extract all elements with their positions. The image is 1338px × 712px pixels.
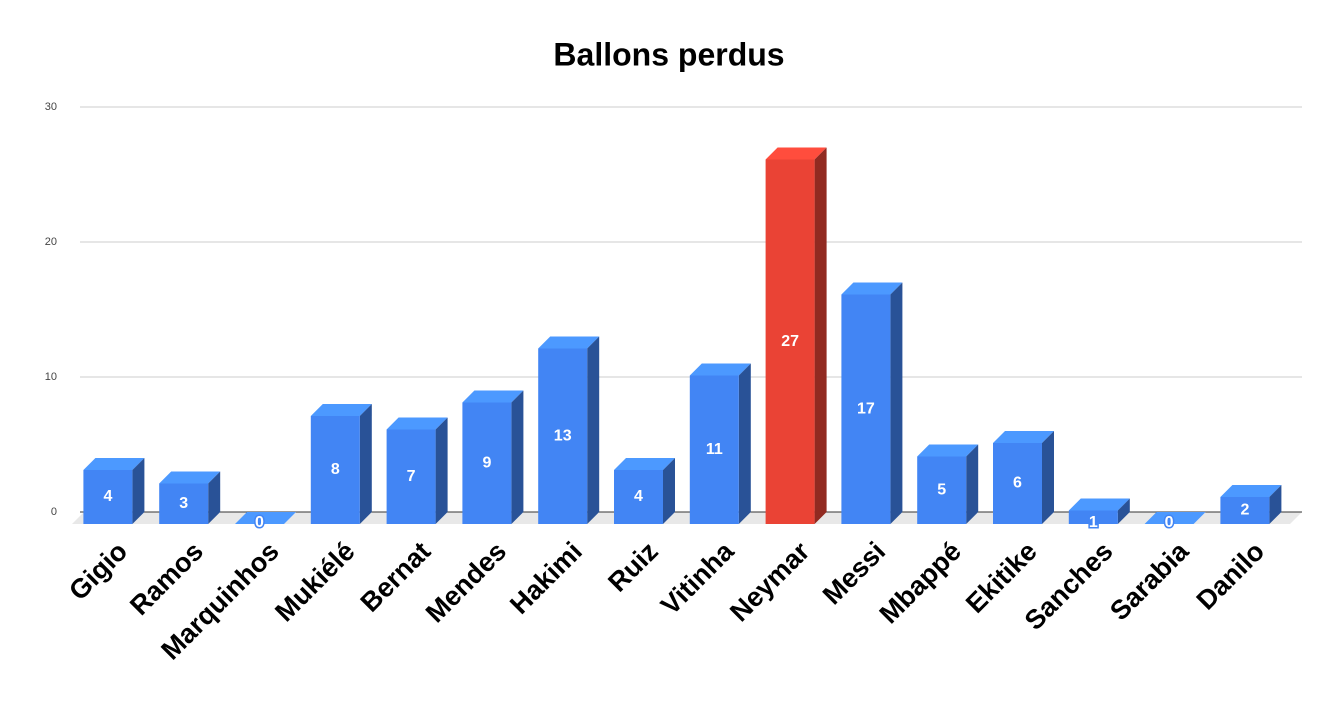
bar-side bbox=[1269, 485, 1282, 524]
bar-top bbox=[614, 458, 675, 470]
data-label: 4 bbox=[634, 488, 643, 505]
bar bbox=[1068, 510, 1118, 524]
data-label: 17 bbox=[857, 400, 875, 417]
bar-side bbox=[1117, 498, 1130, 524]
bar bbox=[1220, 497, 1270, 524]
bar-top bbox=[1068, 498, 1130, 511]
bar-top bbox=[1144, 512, 1206, 524]
bar-side bbox=[1042, 431, 1054, 524]
bar bbox=[538, 348, 588, 524]
data-label: 4 bbox=[103, 488, 112, 505]
bar bbox=[917, 456, 967, 524]
y-tick-label: 30 bbox=[45, 101, 57, 113]
bar-top bbox=[538, 336, 600, 349]
bar-top bbox=[689, 363, 751, 376]
bar bbox=[462, 402, 512, 524]
bar-side bbox=[587, 336, 600, 524]
bar bbox=[765, 159, 815, 524]
bar-side bbox=[890, 282, 903, 524]
data-label: 3 bbox=[179, 495, 188, 512]
data-label: 2 bbox=[1240, 502, 1249, 519]
bar-top bbox=[1220, 485, 1282, 497]
bar-top bbox=[159, 471, 221, 484]
bar-side bbox=[966, 444, 979, 524]
bar-top bbox=[235, 512, 296, 524]
bar-top bbox=[462, 390, 524, 403]
bar-top bbox=[310, 404, 372, 416]
bar-side bbox=[814, 147, 827, 524]
bar-side bbox=[132, 458, 145, 524]
bar-top bbox=[993, 431, 1054, 443]
bar-side bbox=[359, 404, 372, 524]
data-label: 27 bbox=[781, 333, 799, 350]
y-tick-label: 20 bbox=[45, 236, 57, 248]
data-label: 13 bbox=[554, 427, 572, 444]
bar bbox=[386, 429, 436, 524]
bar bbox=[159, 483, 209, 524]
data-label: 1 bbox=[1089, 514, 1098, 531]
data-label: 5 bbox=[937, 481, 946, 498]
data-label: 11 bbox=[706, 441, 723, 458]
bar bbox=[993, 443, 1042, 524]
bar-top bbox=[765, 147, 827, 160]
data-label: 9 bbox=[482, 454, 491, 471]
chart-title: Ballons perdus bbox=[553, 36, 784, 72]
bar bbox=[310, 416, 360, 524]
bar-side bbox=[738, 363, 751, 524]
bar bbox=[841, 294, 891, 524]
data-label: 7 bbox=[407, 468, 416, 485]
bar-top bbox=[841, 282, 903, 295]
data-label: 0 bbox=[1165, 514, 1174, 531]
bar-top bbox=[386, 417, 448, 430]
data-label: 6 bbox=[1013, 475, 1022, 492]
bar-top bbox=[917, 444, 979, 457]
bar-side bbox=[663, 458, 675, 524]
bar bbox=[614, 470, 663, 524]
y-tick-label: 0 bbox=[51, 506, 57, 518]
bar-top bbox=[83, 458, 145, 470]
bar-side bbox=[208, 471, 221, 524]
bar bbox=[83, 470, 133, 524]
bar-side bbox=[435, 417, 448, 524]
bar bbox=[689, 375, 739, 524]
y-tick-label: 10 bbox=[45, 371, 57, 383]
data-label: 8 bbox=[331, 461, 340, 478]
data-label: 0 bbox=[255, 514, 264, 531]
bar-side bbox=[511, 390, 524, 524]
